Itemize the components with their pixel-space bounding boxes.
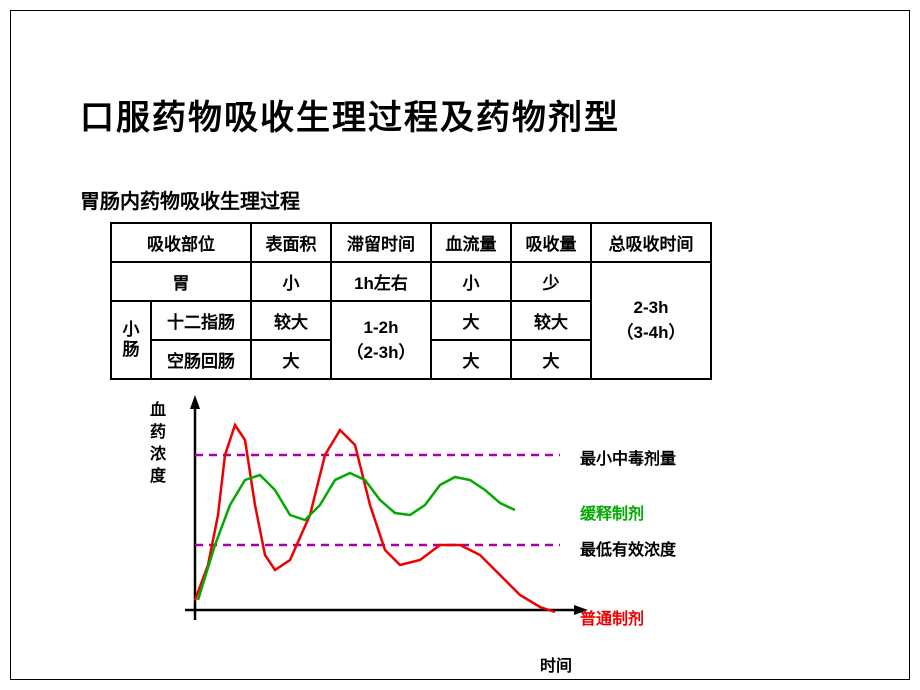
col-time: 滞留时间 [331, 223, 431, 262]
col-site: 吸收部位 [111, 223, 251, 262]
cell-stomach-site: 胃 [111, 262, 251, 301]
cell-stomach-blood: 小 [431, 262, 511, 301]
sustained-formulation-curve [198, 473, 515, 600]
col-absorb: 吸收量 [511, 223, 591, 262]
si-time-line2: （2-3h） [347, 343, 416, 362]
normal-label: 普通制剂 [580, 605, 644, 629]
effective-label: 最低有效浓度 [580, 536, 676, 560]
cell-duodenum-absorb: 较大 [511, 301, 591, 340]
x-axis-label: 时间 [540, 652, 572, 676]
cell-total-time: 2-3h （3-4h） [591, 262, 711, 379]
main-title: 口服药物吸收生理过程及药物剂型 [80, 90, 620, 139]
table-row-stomach: 胃 小 1h左右 小 少 2-3h （3-4h） [111, 262, 711, 301]
total-line2: （3-4h） [617, 323, 686, 342]
cell-jejunum-absorb: 大 [511, 340, 591, 379]
sustained-label: 缓释制剂 [580, 500, 644, 524]
cell-stomach-area: 小 [251, 262, 331, 301]
si-char2: 肠 [123, 340, 140, 359]
y-axis-arrow [190, 395, 200, 409]
cell-jejunum-area: 大 [251, 340, 331, 379]
normal-formulation-curve [195, 425, 555, 612]
cell-jejunum-name: 空肠回肠 [151, 340, 251, 379]
cell-si-label: 小肠 [111, 301, 151, 379]
cell-si-time: 1-2h （2-3h） [331, 301, 431, 379]
absorption-table: 吸收部位 表面积 滞留时间 血流量 吸收量 总吸收时间 胃 小 1h左右 小 少… [110, 222, 712, 380]
si-char1: 小 [123, 320, 140, 339]
total-line1: 2-3h [634, 298, 669, 317]
col-total: 总吸收时间 [591, 223, 711, 262]
col-area: 表面积 [251, 223, 331, 262]
cell-stomach-time: 1h左右 [331, 262, 431, 301]
cell-duodenum-blood: 大 [431, 301, 511, 340]
table-header-row: 吸收部位 表面积 滞留时间 血流量 吸收量 总吸收时间 [111, 223, 711, 262]
col-blood: 血流量 [431, 223, 511, 262]
cell-duodenum-name: 十二指肠 [151, 301, 251, 340]
section-subtitle: 胃肠内药物吸收生理过程 [80, 185, 300, 214]
cell-duodenum-area: 较大 [251, 301, 331, 340]
toxic-label: 最小中毒剂量 [580, 445, 676, 469]
cell-stomach-absorb: 少 [511, 262, 591, 301]
cell-jejunum-blood: 大 [431, 340, 511, 379]
concentration-chart [160, 395, 740, 655]
si-time-line1: 1-2h [364, 318, 399, 337]
